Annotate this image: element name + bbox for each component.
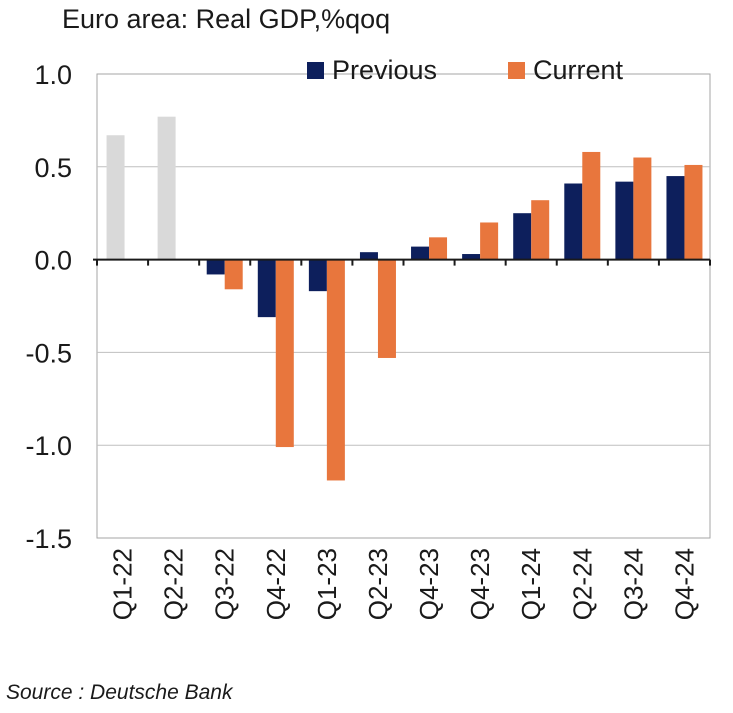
plot-frame <box>96 73 711 539</box>
y-tick-label: -1.5 <box>25 524 72 554</box>
bar-actual <box>106 135 125 260</box>
bar-current <box>377 259 396 358</box>
x-tick-label: Q3-22 <box>210 548 240 620</box>
x-tick-label: Q2-23 <box>363 548 393 620</box>
legend-label-current: Current <box>533 55 624 85</box>
x-tick-label: Q4-24 <box>669 548 699 620</box>
x-tick-label: Q3-24 <box>618 548 648 620</box>
y-tick-label: -1.0 <box>25 431 72 461</box>
bar-previous <box>206 259 225 275</box>
bar-previous <box>564 183 583 260</box>
x-tick-label: Q2-22 <box>159 548 189 620</box>
x-tick-label: Q4-23 <box>465 548 495 620</box>
bar-previous <box>666 176 685 260</box>
bar-current <box>224 259 243 290</box>
bar-actual <box>157 116 176 260</box>
x-tick-label: Q1-22 <box>108 548 138 620</box>
bar-current <box>531 200 550 260</box>
bar-current <box>684 164 703 260</box>
y-tick-label: 1.0 <box>34 60 72 90</box>
bar-previous <box>308 259 327 292</box>
bar-previous <box>513 213 532 260</box>
bar-current <box>275 259 294 448</box>
bar-current <box>429 237 448 260</box>
bar-previous <box>257 259 276 318</box>
x-tick-label: Q2-24 <box>567 548 597 620</box>
chart-source: Source : Deutsche Bank <box>6 681 233 704</box>
legend-swatch-current <box>508 62 525 79</box>
bar-current <box>480 222 499 260</box>
x-tick-label: Q1-24 <box>516 548 546 620</box>
bar-previous <box>411 246 430 260</box>
bar-previous <box>615 181 634 260</box>
chart-title: Euro area: Real GDP,%qoq <box>62 4 391 34</box>
bar-previous <box>462 254 481 260</box>
y-tick-label: -0.5 <box>25 338 72 368</box>
bar-current <box>633 157 652 260</box>
x-tick-label: Q4-23 <box>414 548 444 620</box>
x-tick-label: Q1-23 <box>312 548 342 620</box>
bar-current <box>326 259 345 481</box>
y-tick-label: 0.5 <box>34 153 72 183</box>
x-tick-label: Q4-22 <box>261 548 291 620</box>
bar-previous <box>359 252 378 260</box>
legend-label-previous: Previous <box>332 55 437 85</box>
y-tick-label: 0.0 <box>34 246 72 276</box>
legend-swatch-previous <box>307 62 324 79</box>
bar-current <box>582 151 601 260</box>
